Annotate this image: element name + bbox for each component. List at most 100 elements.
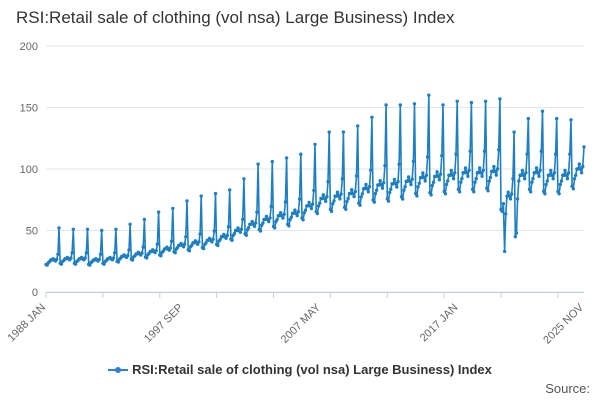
data-point[interactable] bbox=[242, 177, 246, 181]
data-point[interactable] bbox=[405, 179, 410, 183]
data-point[interactable] bbox=[226, 225, 231, 229]
data-point[interactable] bbox=[168, 246, 173, 250]
data-point[interactable] bbox=[313, 142, 317, 147]
data-point[interactable] bbox=[507, 194, 511, 198]
data-point[interactable] bbox=[201, 246, 206, 251]
data-point[interactable] bbox=[436, 174, 440, 179]
data-point[interactable] bbox=[339, 192, 343, 196]
data-point[interactable] bbox=[216, 243, 220, 248]
data-point[interactable] bbox=[365, 187, 369, 191]
data-point[interactable] bbox=[366, 190, 370, 194]
data-point[interactable] bbox=[403, 185, 407, 189]
data-point[interactable] bbox=[494, 173, 498, 177]
data-point[interactable] bbox=[463, 166, 468, 170]
data-point[interactable] bbox=[204, 241, 208, 245]
data-point[interactable] bbox=[241, 217, 245, 222]
data-point[interactable] bbox=[540, 109, 545, 113]
data-point[interactable] bbox=[238, 230, 242, 234]
data-point[interactable] bbox=[538, 168, 542, 172]
data-point[interactable] bbox=[370, 115, 374, 120]
data-point[interactable] bbox=[224, 236, 228, 240]
data-point[interactable] bbox=[73, 262, 78, 266]
data-point[interactable] bbox=[408, 179, 412, 183]
data-point[interactable] bbox=[555, 116, 559, 121]
data-point[interactable] bbox=[552, 171, 557, 175]
data-point[interactable] bbox=[239, 227, 244, 231]
data-point[interactable] bbox=[515, 197, 520, 201]
data-point[interactable] bbox=[388, 190, 392, 195]
data-point[interactable] bbox=[430, 183, 434, 188]
data-point[interactable] bbox=[549, 168, 553, 173]
data-point[interactable] bbox=[185, 199, 189, 203]
data-point[interactable] bbox=[492, 164, 496, 169]
data-point[interactable] bbox=[382, 181, 386, 185]
data-point[interactable] bbox=[513, 235, 517, 239]
data-point[interactable] bbox=[425, 155, 430, 159]
data-point[interactable] bbox=[534, 166, 539, 170]
data-point[interactable] bbox=[306, 204, 310, 208]
data-point[interactable] bbox=[427, 93, 431, 97]
data-point[interactable] bbox=[380, 186, 385, 190]
data-point[interactable] bbox=[402, 188, 406, 192]
data-point[interactable] bbox=[424, 173, 429, 177]
data-point[interactable] bbox=[417, 181, 421, 185]
data-point[interactable] bbox=[374, 188, 379, 192]
data-point[interactable] bbox=[360, 192, 365, 196]
data-point[interactable] bbox=[529, 190, 533, 194]
data-point[interactable] bbox=[448, 173, 452, 177]
data-point[interactable] bbox=[225, 233, 229, 238]
data-point[interactable] bbox=[182, 242, 187, 246]
data-point[interactable] bbox=[156, 210, 161, 214]
data-point[interactable] bbox=[569, 118, 573, 122]
data-point[interactable] bbox=[577, 162, 581, 166]
data-point[interactable] bbox=[299, 152, 303, 156]
data-point[interactable] bbox=[364, 182, 368, 187]
data-point[interactable] bbox=[228, 188, 232, 192]
data-point[interactable] bbox=[520, 168, 525, 173]
data-point[interactable] bbox=[140, 251, 144, 255]
data-point[interactable] bbox=[510, 192, 514, 196]
data-point[interactable] bbox=[322, 196, 327, 201]
data-point[interactable] bbox=[270, 159, 274, 164]
data-point[interactable] bbox=[283, 200, 288, 204]
data-point[interactable] bbox=[431, 180, 436, 184]
data-point[interactable] bbox=[397, 162, 401, 166]
data-point[interactable] bbox=[264, 214, 269, 219]
data-point[interactable] bbox=[571, 187, 575, 191]
data-point[interactable] bbox=[145, 256, 149, 260]
data-point[interactable] bbox=[211, 237, 215, 241]
data-point[interactable] bbox=[536, 171, 540, 175]
data-point[interactable] bbox=[501, 202, 506, 206]
data-point[interactable] bbox=[480, 174, 484, 178]
data-point[interactable] bbox=[446, 179, 450, 183]
data-point[interactable] bbox=[396, 179, 400, 184]
data-point[interactable] bbox=[459, 180, 463, 184]
data-point[interactable] bbox=[391, 182, 395, 186]
data-point[interactable] bbox=[295, 213, 299, 218]
data-point[interactable] bbox=[497, 148, 501, 152]
data-point[interactable] bbox=[539, 149, 543, 153]
data-point[interactable] bbox=[411, 159, 416, 164]
data-point[interactable] bbox=[128, 222, 132, 226]
data-point[interactable] bbox=[141, 245, 145, 249]
data-point[interactable] bbox=[353, 189, 357, 194]
data-point[interactable] bbox=[59, 262, 64, 266]
data-point[interactable] bbox=[383, 164, 387, 168]
data-point[interactable] bbox=[378, 179, 382, 183]
data-point[interactable] bbox=[443, 192, 448, 196]
data-point[interactable] bbox=[486, 189, 490, 193]
data-point[interactable] bbox=[344, 207, 348, 211]
data-point[interactable] bbox=[127, 248, 131, 252]
data-point[interactable] bbox=[350, 188, 354, 192]
data-point[interactable] bbox=[511, 177, 515, 181]
data-point[interactable] bbox=[543, 192, 547, 196]
data-point[interactable] bbox=[278, 211, 283, 215]
data-point[interactable] bbox=[544, 182, 548, 187]
data-point[interactable] bbox=[367, 184, 372, 189]
data-point[interactable] bbox=[318, 201, 322, 205]
data-point[interactable] bbox=[521, 173, 526, 177]
data-point[interactable] bbox=[559, 179, 564, 183]
data-point[interactable] bbox=[71, 227, 76, 231]
data-point[interactable] bbox=[472, 190, 476, 194]
data-point[interactable] bbox=[553, 152, 558, 156]
